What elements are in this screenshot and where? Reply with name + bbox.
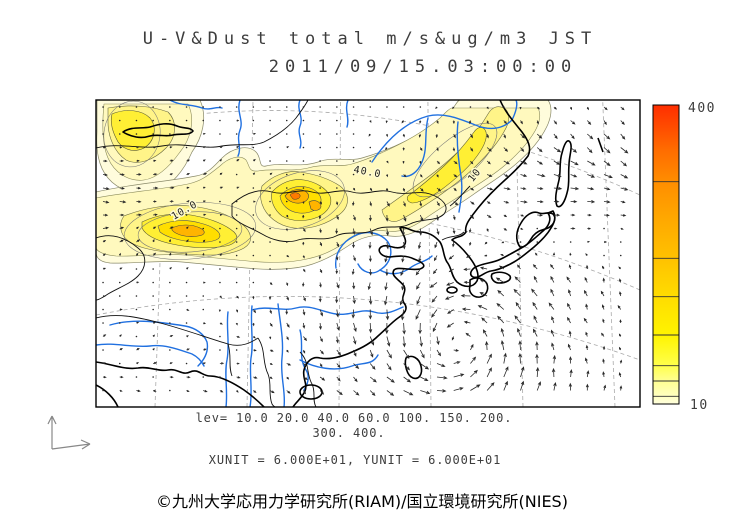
island-kyushu bbox=[468, 277, 489, 298]
wind-calm-dots bbox=[102, 106, 622, 392]
dust-blob-balkhash-l60 bbox=[110, 110, 155, 151]
river-ussuri bbox=[456, 121, 463, 213]
figure-title: U-V&Dust total m/s&ug/m3 JST bbox=[143, 29, 598, 49]
contour-levels-text: lev= 10.0 20.0 40.0 60.0 100. 150. 200. bbox=[196, 411, 513, 425]
border-yalu bbox=[441, 231, 465, 241]
colorbar-border bbox=[652, 104, 680, 405]
vector-units-text: XUNIT = 6.000E+01, YUNIT = 6.000E+01 bbox=[209, 453, 502, 467]
border-bangladesh bbox=[227, 343, 233, 377]
dust-core-east-l60 bbox=[406, 127, 487, 204]
coastlines bbox=[96, 100, 604, 407]
coast-india-east bbox=[96, 384, 119, 407]
island-jeju bbox=[446, 286, 458, 294]
x-axis-arrow bbox=[51, 439, 91, 450]
coast-bengal bbox=[96, 361, 265, 407]
y-axis-arrow bbox=[47, 415, 57, 449]
coast-mainland bbox=[292, 100, 531, 407]
river-ganges bbox=[96, 343, 205, 367]
river-yellow-lower bbox=[379, 255, 433, 275]
island-hainan bbox=[299, 384, 323, 400]
wind-arrow-path bbox=[102, 106, 629, 396]
river-pearl bbox=[299, 354, 379, 370]
copyright-text: ©九州大学応用力学研究所(RIAM)/国立環境研究所(NIES) bbox=[156, 492, 568, 511]
border-myanmar bbox=[257, 337, 276, 407]
river-red bbox=[299, 329, 309, 391]
colorbar-gradient bbox=[653, 105, 679, 404]
river-yenisei bbox=[298, 100, 302, 149]
extra-contour-rings bbox=[103, 100, 498, 260]
colorbar-max-label: 400 bbox=[688, 101, 716, 116]
dust-shading bbox=[96, 100, 552, 270]
colorbar-dividers bbox=[653, 181, 679, 397]
river-ob bbox=[237, 100, 242, 157]
border-himalaya bbox=[96, 315, 259, 346]
axis-indicator bbox=[47, 415, 91, 450]
wind-vectors bbox=[102, 106, 629, 396]
river-brahmaputra bbox=[109, 320, 209, 367]
island-hokkaido bbox=[515, 211, 556, 248]
map-frame bbox=[95, 99, 641, 408]
border-laos-vietnam bbox=[299, 351, 317, 407]
river-yangtze bbox=[251, 306, 404, 316]
river-songhua bbox=[401, 117, 429, 178]
island-shikoku bbox=[490, 271, 512, 284]
contour-levels-text-2: 300. 400. bbox=[312, 426, 385, 440]
island-sakhalin bbox=[554, 140, 572, 208]
river-lena bbox=[345, 100, 349, 128]
river-irrawaddy bbox=[225, 311, 229, 407]
border-ne-china bbox=[449, 185, 471, 207]
river-amur bbox=[371, 100, 518, 163]
lake-balkhash bbox=[122, 122, 194, 139]
rivers bbox=[96, 100, 518, 407]
river-salween bbox=[249, 305, 253, 407]
border-kazakh-russia bbox=[96, 100, 309, 149]
colorbar-min-label: 10 bbox=[690, 398, 709, 413]
border-mongolia bbox=[231, 190, 447, 243]
dust-core-central-l150b bbox=[308, 200, 322, 211]
map-area: 10.040.0 10 bbox=[96, 100, 640, 407]
colorbar: 400 10 bbox=[652, 101, 716, 413]
island-taiwan bbox=[404, 355, 423, 380]
dust-core-central-l200 bbox=[289, 192, 301, 200]
river-balkhash-north bbox=[169, 100, 223, 110]
river-mekong bbox=[277, 303, 286, 407]
figure-datetime: 2011/09/15.03:00:00 bbox=[269, 57, 577, 77]
river-yellow bbox=[335, 231, 392, 274]
island-kuril bbox=[597, 137, 604, 153]
dust-core-west-l150 bbox=[171, 224, 205, 237]
